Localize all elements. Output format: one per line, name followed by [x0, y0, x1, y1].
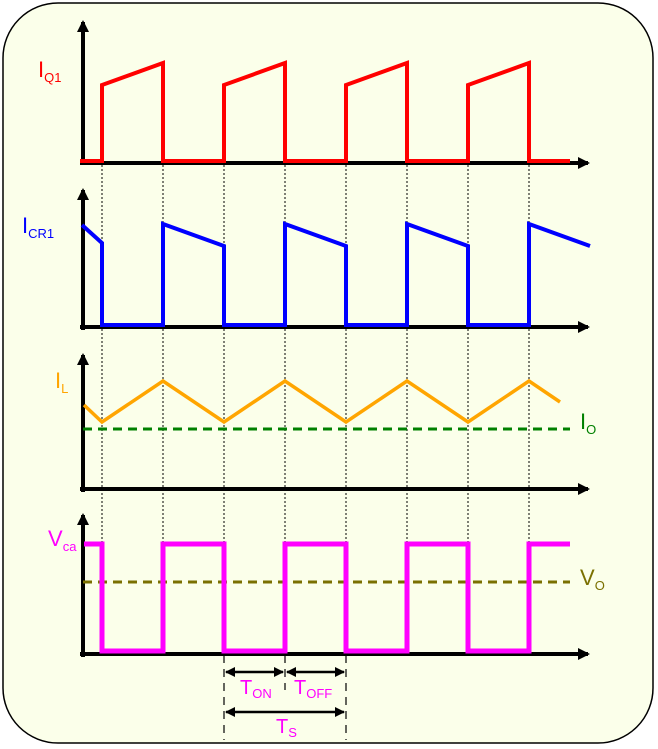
labels: IQ1 ICR1 IL IO Vca VO TON TOFF: [22, 57, 605, 740]
vca-waveform: [84, 541, 570, 654]
toff-label: TOFF: [294, 677, 332, 701]
panel-vca: [77, 513, 590, 660]
timing-dimensions: [225, 667, 345, 717]
vo-label: VO: [580, 565, 605, 593]
panel-iq1: [77, 20, 590, 169]
panel-icr1: [77, 188, 591, 333]
il-waveform: [82, 378, 561, 425]
vca-label: Vca: [48, 526, 77, 554]
timing-tick-lines: [223, 655, 347, 740]
iq1-label: IQ1: [38, 57, 61, 85]
il-label: IL: [55, 368, 68, 396]
icr1-label: ICR1: [22, 213, 54, 241]
iq1-waveform: [80, 60, 570, 163]
io-label: IO: [580, 409, 596, 437]
icr1-waveform: [80, 221, 591, 327]
panel-il: [77, 353, 590, 495]
ton-label: TON: [240, 677, 272, 701]
ts-label: TS: [276, 716, 297, 740]
